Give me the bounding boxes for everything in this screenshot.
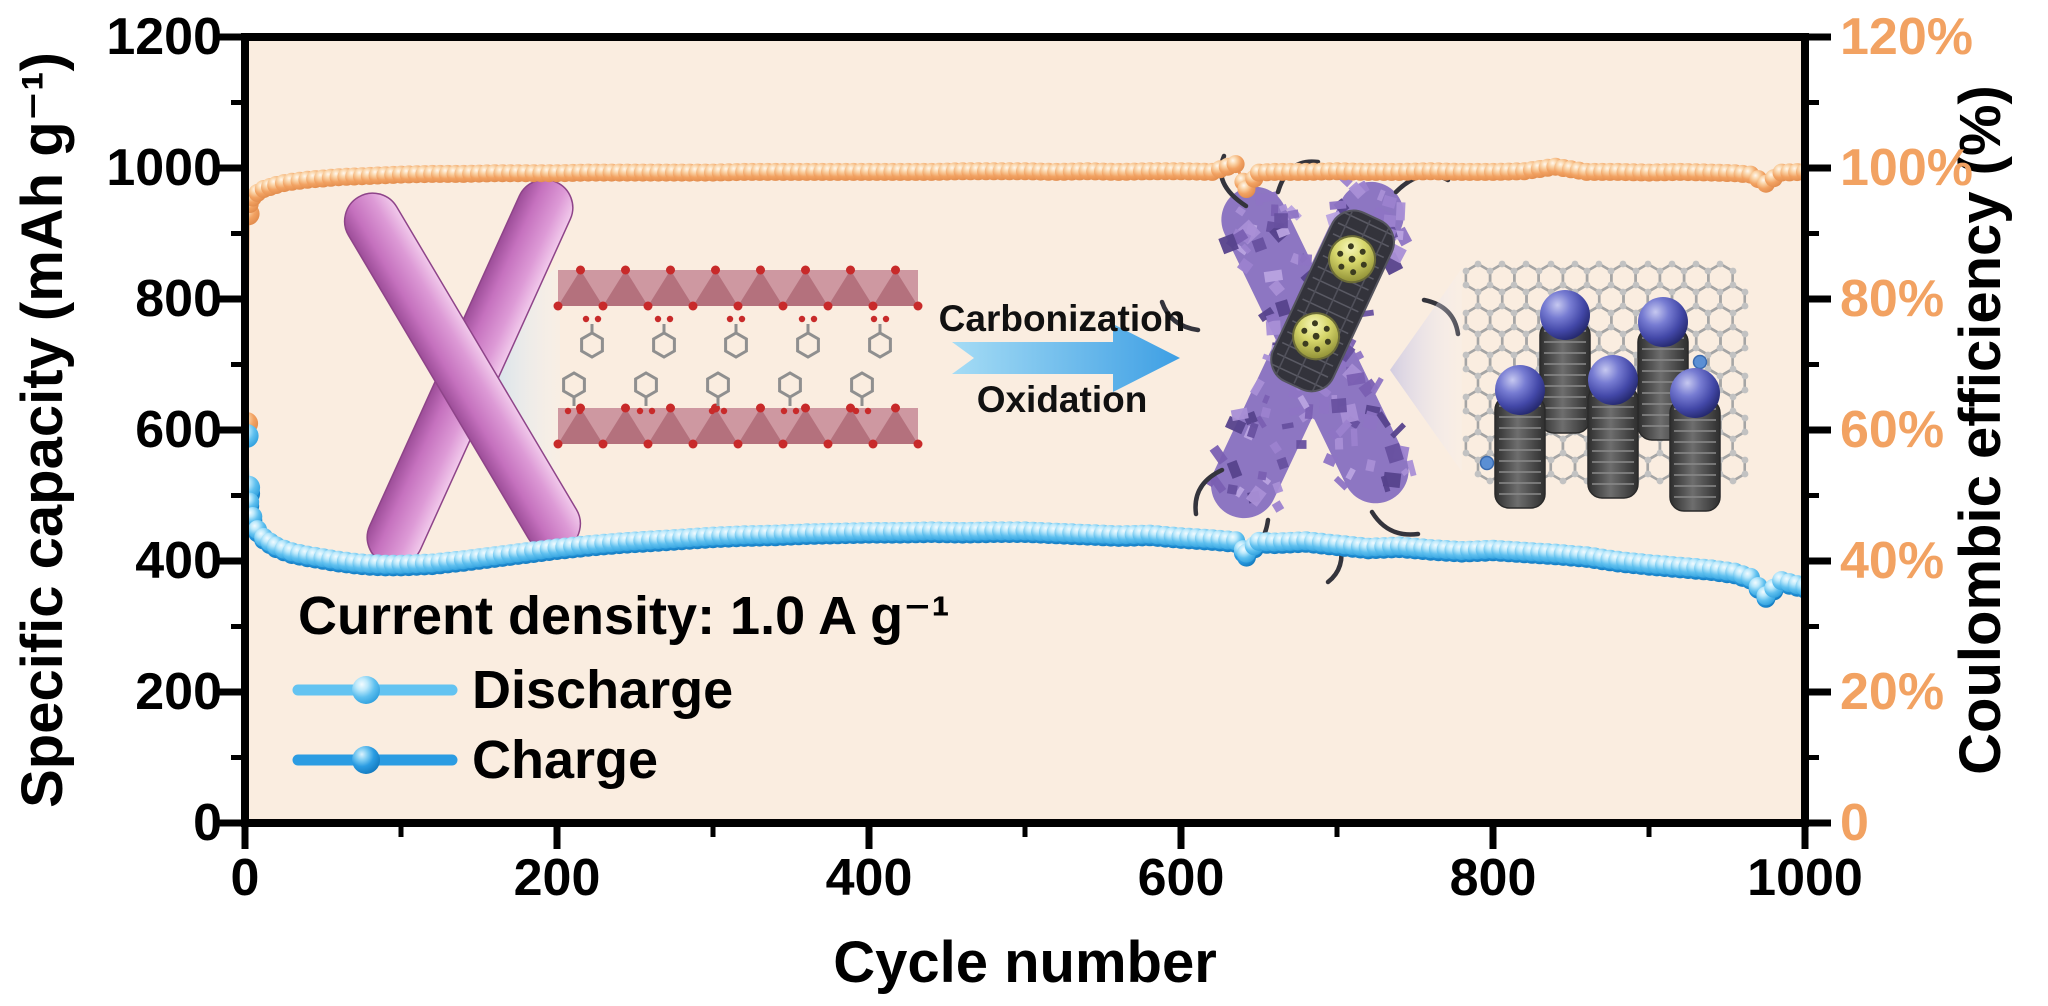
series-layer [245,155,1805,608]
process-annotation: Carbonization Oxidation [939,298,1186,420]
tick-label: 200 [514,849,601,907]
tick-label: 60% [1840,401,1944,459]
y-axis-title-right: Coulombic efficiency (%) [1948,85,2013,775]
y-axis-left-tick-labels: 0 200 400 600 800 1000 1200 [106,8,222,852]
tick-label: 40% [1840,532,1944,590]
legend-label-discharge: Discharge [472,660,733,720]
oxidation-label: Oxidation [977,379,1148,420]
tick-label: 400 [135,532,222,590]
tick-label: 1200 [106,8,222,66]
legend-label-charge: Charge [472,730,658,790]
dopant-atom-icon [1692,354,1708,370]
legend-marker-discharge [352,676,380,704]
tick-label: 800 [1450,849,1537,907]
process-arrow-icon [952,324,1180,392]
tick-label: 400 [826,849,913,907]
legend: Current density: 1.0 A g⁻¹ Discharge Cha… [292,586,950,790]
tick-label: 20% [1840,663,1944,721]
tick-label: 100% [1840,139,1973,197]
mof-structure-inset [553,265,923,449]
cnt-pillar-icon [1494,365,1546,509]
y-axis-title-left: Specific capacity (mAh g⁻¹) [10,52,75,808]
x-axis-tick-labels: 0 200 400 600 800 1000 [231,849,1863,907]
y-axis-right-tick-labels: 0 20% 40% 60% 80% 100% 120% [1840,8,1973,852]
inset-layer [343,153,1749,585]
tick-label: 120% [1840,8,1973,66]
fullerene-nanotube-icon [1270,209,1395,393]
tick-label: 600 [1138,849,1225,907]
legend-heading: Current density: 1.0 A g⁻¹ [298,586,950,646]
tick-label: 0 [193,794,222,852]
tick-label: 1000 [106,139,222,197]
purple-rods-inset [1159,153,1461,585]
legend-marker-charge [352,746,380,774]
x-axis-title: Cycle number [833,930,1217,995]
dopant-atom-icon [1479,455,1495,471]
tick-label: 0 [1840,794,1869,852]
graphene-cnt-inset [1462,260,1749,512]
plot-frame [219,33,1831,849]
tick-label: 200 [135,663,222,721]
tick-label: 600 [135,401,222,459]
tick-label: 800 [135,270,222,328]
magnifier-cone-icon [1390,268,1462,472]
carbonization-label: Carbonization [939,298,1186,339]
tick-label: 1000 [1747,849,1863,907]
cnt-pillar-icon [1587,355,1639,499]
cnt-pillar-icon [1539,290,1591,434]
coulombic-efficiency-series [245,155,1805,435]
tick-label: 0 [231,849,260,907]
magnifier-cone-icon [466,262,560,478]
cnt-pillar-icon [1669,368,1721,512]
tick-label: 80% [1840,270,1944,328]
